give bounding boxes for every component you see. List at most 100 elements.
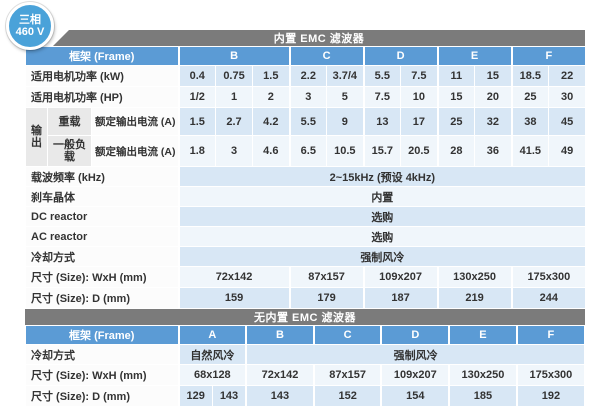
value-cell: 87x157: [288, 266, 365, 288]
value-cell: 87x157: [312, 364, 382, 386]
frame-header-cell: F: [510, 46, 587, 66]
value-cell: 13: [362, 107, 402, 136]
value-cell: 192: [515, 385, 585, 407]
value-cell: 154: [380, 385, 450, 407]
value-cell: 0.75: [215, 65, 254, 87]
value-cell: 1.5: [177, 107, 217, 136]
merged-value-cell: 强制风冷: [245, 344, 586, 365]
value-cell: 20.5: [400, 135, 439, 167]
value-cell: 10: [400, 86, 439, 108]
value-cell: 11: [436, 65, 476, 87]
label-cell: 适用电机功率 (kW): [24, 65, 180, 87]
value-cell: 1: [215, 86, 254, 108]
row-carrier-frequency: 载波频率 (kHz) 2~15kHz (预设 4kHz): [24, 166, 587, 187]
frame-header-cell: C: [312, 325, 382, 345]
badge-phase-text: 三相: [19, 14, 41, 26]
label-cell: DC reactor: [24, 206, 180, 227]
value-cell: 2.2: [288, 65, 328, 87]
value-cell: 36: [474, 135, 513, 167]
value-cell: 5.5: [362, 65, 402, 87]
value-cell: 49: [548, 135, 587, 167]
label-cell: 刹车晶体: [24, 186, 180, 207]
value-cell: 175x300: [510, 266, 587, 288]
value-cell: 0.4: [177, 65, 217, 87]
frame-label-cell: 框架 (Frame): [24, 46, 180, 66]
value-cell: 41.5: [510, 135, 550, 167]
value-cell: 143: [211, 385, 247, 407]
value-cell: 175x300: [515, 364, 585, 386]
row-size-d: 尺寸 (Size): D (mm) 159 179 187 219 244: [24, 287, 587, 309]
output-group-label: 输出: [25, 107, 48, 167]
frame-header-cell: B: [177, 46, 291, 66]
built-in-emc-table: 框架 (Frame) B C D E F 适用电机功率 (kW) 0.4 0.7…: [24, 46, 587, 309]
row-size-wxh: 尺寸 (Size): WxH (mm) 72x142 87x157 109x20…: [24, 266, 587, 288]
frame-header-row: 框架 (Frame) B C D E F: [24, 46, 587, 66]
label-cell: 冷却方式: [25, 344, 179, 365]
value-cell: 32: [474, 107, 513, 136]
heavy-duty-label: 重载: [47, 107, 92, 136]
value-cell: 自然风冷: [177, 344, 247, 365]
value-cell: 3.7/4: [326, 65, 365, 87]
value-cell: 179: [288, 287, 365, 309]
value-cell: 129: [177, 385, 213, 407]
value-cell: 185: [448, 385, 518, 407]
frame-header-cell: F: [515, 325, 585, 345]
label-cell: 载波频率 (kHz): [24, 166, 180, 187]
frame-header-cell: E: [448, 325, 518, 345]
no-built-in-emc-table: 框架 (Frame) A B C D E F 冷却方式 自然风冷 强制风冷 尺寸…: [25, 325, 586, 407]
value-cell: 38: [510, 107, 550, 136]
merged-value-cell: 强制风冷: [177, 246, 587, 267]
value-cell: 219: [436, 287, 513, 309]
label-cell: 尺寸 (Size): WxH (mm): [24, 266, 180, 288]
value-cell: 4.6: [252, 135, 291, 167]
label-cell: 冷却方式: [24, 246, 180, 267]
value-cell: 4.2: [252, 107, 291, 136]
value-cell: 6.5: [288, 135, 328, 167]
value-cell: 159: [177, 287, 291, 309]
merged-value-cell: 2~15kHz (预设 4kHz): [177, 166, 587, 187]
rated-current-label: 额定输出电流 (A): [90, 135, 180, 167]
label-cell: 适用电机功率 (HP): [24, 86, 180, 108]
value-cell: 22: [548, 65, 587, 87]
value-cell: 5.5: [288, 107, 328, 136]
frame-header-cell: C: [288, 46, 365, 66]
frame-header-cell: E: [436, 46, 513, 66]
row-motor-power-hp: 适用电机功率 (HP) 1/2 1 2 3 5 7.5 10 15 20 25 …: [24, 86, 587, 108]
value-cell: 9: [326, 107, 365, 136]
rated-current-label: 额定输出电流 (A): [90, 107, 180, 136]
value-cell: 152: [312, 385, 382, 407]
frame-header-cell: A: [177, 325, 247, 345]
value-cell: 130x250: [448, 364, 518, 386]
phase-voltage-badge: 三相 460 V: [6, 2, 54, 50]
value-cell: 3: [215, 135, 254, 167]
value-cell: 109x207: [362, 266, 439, 288]
merged-value-cell: 选购: [177, 226, 587, 247]
row-size-wxh: 尺寸 (Size): WxH (mm) 68x128 72x142 87x157…: [25, 364, 585, 386]
normal-duty-label: 一般负载: [47, 135, 92, 167]
row-motor-power-kw: 适用电机功率 (kW) 0.4 0.75 1.5 2.2 3.7/4 5.5 7…: [24, 65, 587, 87]
value-cell: 109x207: [380, 364, 450, 386]
value-cell: 5: [326, 86, 365, 108]
value-cell: 2.7: [215, 107, 254, 136]
row-ac-reactor: AC reactor 选购: [24, 226, 587, 247]
frame-header-cell: D: [362, 46, 439, 66]
value-cell: 7.5: [362, 86, 402, 108]
value-cell: 25: [436, 107, 476, 136]
label-cell: 尺寸 (Size): WxH (mm): [25, 364, 179, 386]
value-cell: 72x142: [177, 266, 291, 288]
value-cell: 1.8: [177, 135, 217, 167]
value-cell: 25: [510, 86, 550, 108]
frame-header-row: 框架 (Frame) A B C D E F: [25, 325, 585, 345]
value-cell: 45: [548, 107, 587, 136]
frame-label-cell: 框架 (Frame): [25, 325, 179, 345]
value-cell: 17: [400, 107, 439, 136]
value-cell: 72x142: [245, 364, 315, 386]
value-cell: 15: [474, 65, 513, 87]
value-cell: 10.5: [326, 135, 365, 167]
value-cell: 7.5: [400, 65, 439, 87]
row-brake-chopper: 刹车晶体 内置: [24, 186, 587, 207]
value-cell: 130x250: [436, 266, 513, 288]
value-cell: 3: [288, 86, 328, 108]
frame-header-cell: B: [245, 325, 315, 345]
value-cell: 15: [436, 86, 476, 108]
